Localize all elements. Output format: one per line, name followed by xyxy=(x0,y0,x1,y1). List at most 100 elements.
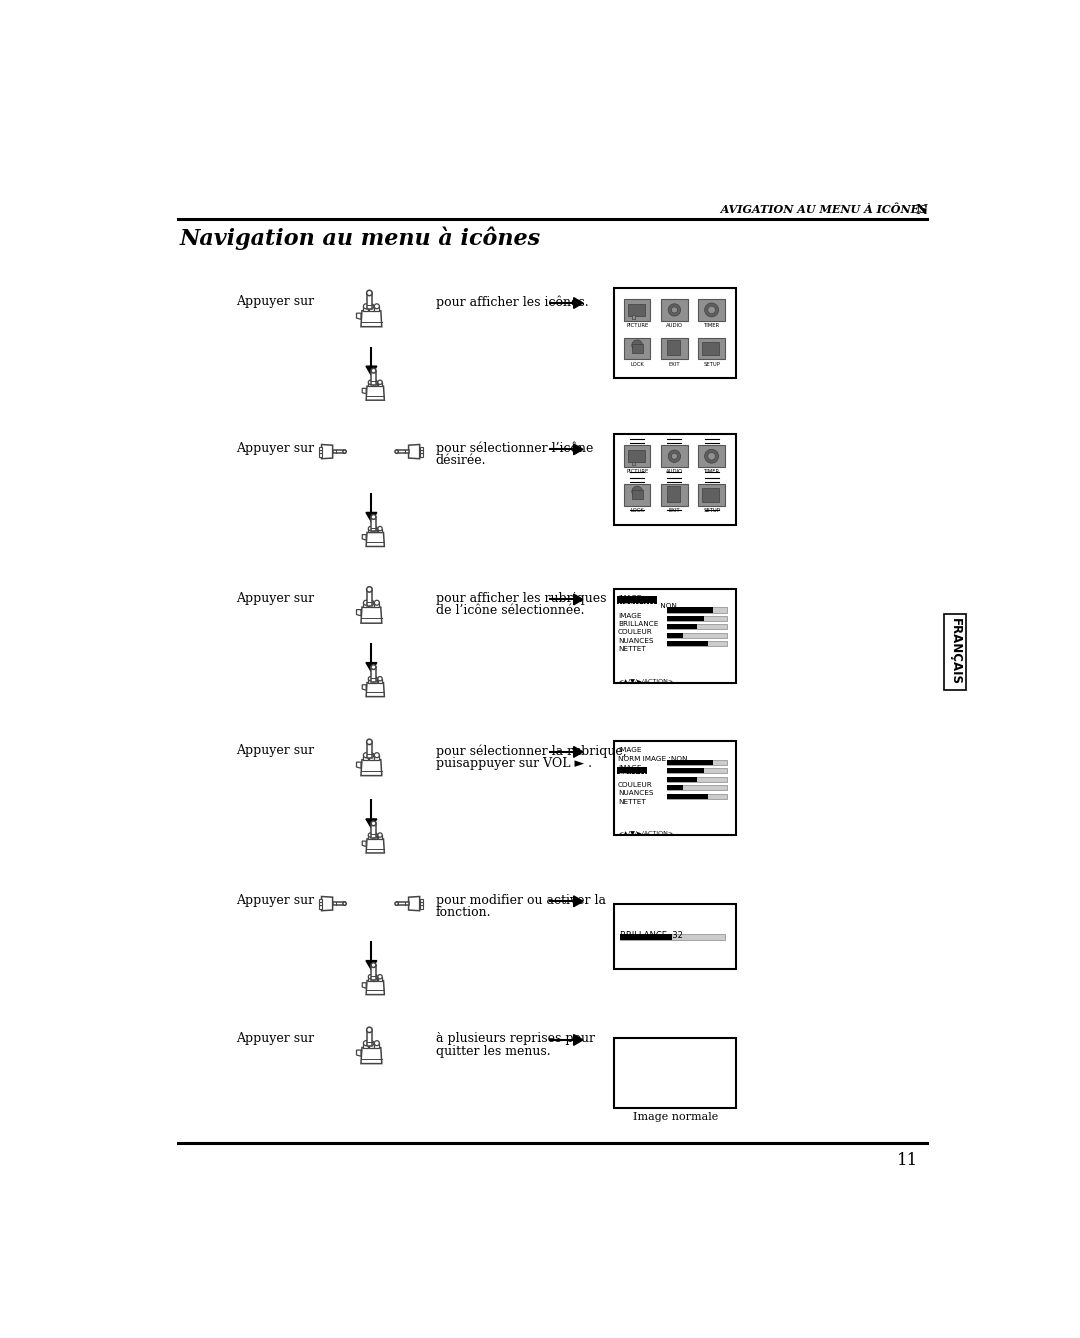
Text: IMAGE: IMAGE xyxy=(619,748,643,753)
Circle shape xyxy=(342,450,347,454)
Polygon shape xyxy=(378,678,382,682)
Polygon shape xyxy=(396,902,408,906)
Polygon shape xyxy=(367,590,373,606)
Text: AVIGATION AU MENU À ICÔNES: AVIGATION AU MENU À ICÔNES xyxy=(713,203,927,214)
Text: pour afficher les icônes.: pour afficher les icônes. xyxy=(435,296,589,309)
Polygon shape xyxy=(375,755,379,760)
Bar xyxy=(666,633,683,638)
Circle shape xyxy=(364,753,368,757)
Polygon shape xyxy=(378,835,382,839)
Polygon shape xyxy=(366,839,384,852)
Bar xyxy=(632,316,635,320)
Circle shape xyxy=(367,290,373,296)
Circle shape xyxy=(368,526,373,531)
Circle shape xyxy=(372,822,376,826)
Polygon shape xyxy=(375,1044,379,1048)
Circle shape xyxy=(632,340,643,351)
Bar xyxy=(666,768,704,773)
Bar xyxy=(613,434,737,524)
Polygon shape xyxy=(373,678,377,682)
Bar xyxy=(666,624,697,629)
Bar xyxy=(666,760,713,765)
Text: Appuyer sur: Appuyer sur xyxy=(235,591,314,605)
Polygon shape xyxy=(420,450,422,454)
Polygon shape xyxy=(573,1034,583,1045)
Polygon shape xyxy=(366,981,384,994)
Circle shape xyxy=(372,665,376,669)
Polygon shape xyxy=(373,835,377,839)
Bar xyxy=(667,486,679,502)
Text: AUDIO: AUDIO xyxy=(666,322,683,328)
Circle shape xyxy=(704,302,718,317)
Bar xyxy=(666,785,683,791)
Polygon shape xyxy=(573,747,583,757)
Polygon shape xyxy=(375,306,379,310)
Bar xyxy=(666,607,713,613)
Bar xyxy=(627,450,645,463)
Circle shape xyxy=(378,526,382,531)
Text: EXIT: EXIT xyxy=(669,361,680,367)
Bar xyxy=(666,776,727,781)
Polygon shape xyxy=(362,685,366,690)
Polygon shape xyxy=(378,977,382,981)
Text: pour sélectionner l’icône: pour sélectionner l’icône xyxy=(435,442,593,455)
Text: PICTURE: PICTURE xyxy=(626,470,648,475)
Circle shape xyxy=(669,304,680,316)
Bar xyxy=(617,597,658,603)
Text: LOCK: LOCK xyxy=(631,361,644,367)
Polygon shape xyxy=(372,823,376,838)
Text: NORM IMAGE: NORM IMAGE xyxy=(618,603,666,609)
Text: fonction.: fonction. xyxy=(435,906,491,919)
Bar xyxy=(624,484,650,506)
Circle shape xyxy=(378,832,382,838)
Text: NETTET: NETTET xyxy=(618,646,646,653)
Text: TIMER: TIMER xyxy=(703,322,719,328)
Circle shape xyxy=(707,452,715,460)
Bar xyxy=(666,641,707,646)
Text: COULEUR: COULEUR xyxy=(618,781,652,788)
Bar xyxy=(666,624,727,629)
Polygon shape xyxy=(361,760,382,776)
Text: LOCK: LOCK xyxy=(631,508,644,512)
Bar xyxy=(699,446,725,467)
Bar xyxy=(702,341,719,356)
Circle shape xyxy=(672,454,677,459)
Bar xyxy=(627,304,645,316)
Bar xyxy=(624,337,650,359)
Polygon shape xyxy=(366,387,384,400)
Polygon shape xyxy=(367,1030,373,1046)
Polygon shape xyxy=(319,454,322,456)
Text: NORM IMAGE :NON: NORM IMAGE :NON xyxy=(618,756,687,761)
Polygon shape xyxy=(373,977,377,981)
Bar xyxy=(699,300,725,321)
Circle shape xyxy=(378,677,382,681)
Polygon shape xyxy=(367,293,373,309)
Circle shape xyxy=(367,1028,373,1033)
Text: <▲/▼/►/ACTION>: <▲/▼/►/ACTION> xyxy=(619,831,674,835)
Bar xyxy=(699,484,725,506)
Polygon shape xyxy=(319,450,322,454)
Polygon shape xyxy=(372,516,376,531)
Polygon shape xyxy=(368,977,373,981)
Text: COULEUR: COULEUR xyxy=(618,629,652,636)
Circle shape xyxy=(367,586,373,593)
Polygon shape xyxy=(366,682,384,697)
Bar xyxy=(702,488,719,502)
Polygon shape xyxy=(356,763,361,768)
Text: à plusieurs reprises pour: à plusieurs reprises pour xyxy=(435,1032,595,1045)
Text: IMAGE: IMAGE xyxy=(619,595,643,601)
Bar xyxy=(666,785,727,791)
Polygon shape xyxy=(573,297,583,308)
Text: pour afficher les rubriques: pour afficher les rubriques xyxy=(435,591,606,605)
Text: SETUP: SETUP xyxy=(703,361,720,367)
Bar xyxy=(666,793,727,799)
Text: IMAGE: IMAGE xyxy=(618,765,642,771)
Text: 11: 11 xyxy=(896,1152,918,1169)
Polygon shape xyxy=(356,1050,361,1056)
Circle shape xyxy=(368,832,373,838)
Polygon shape xyxy=(378,383,382,387)
Polygon shape xyxy=(373,529,377,533)
Polygon shape xyxy=(420,902,422,904)
Polygon shape xyxy=(319,899,322,902)
Bar xyxy=(666,641,727,646)
